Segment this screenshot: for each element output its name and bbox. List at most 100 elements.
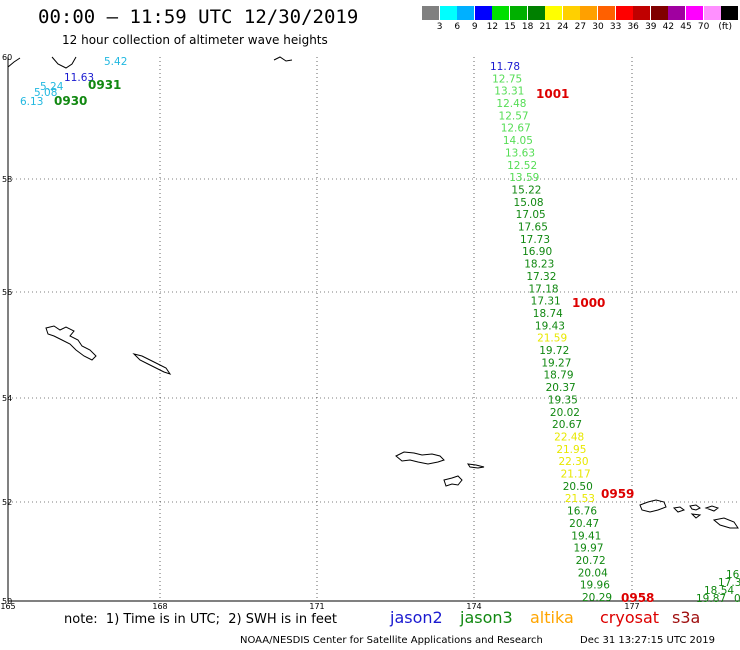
legend-swatch <box>545 6 563 20</box>
legend-label: 18 <box>521 22 534 32</box>
pass-time-label: 0931 <box>88 78 121 92</box>
map-frame <box>7 57 740 602</box>
coastline-top-center <box>273 56 293 62</box>
wave-height-value: 11.63 <box>64 72 94 84</box>
wave-height-value: 20.29 <box>582 592 612 604</box>
legend-label: 6 <box>454 22 461 32</box>
wave-height-value: 22.30 <box>558 456 588 468</box>
pass-time-label: 0958 <box>621 591 654 605</box>
island-east-3 <box>689 504 701 511</box>
legend-label: 36 <box>627 22 639 32</box>
wave-height-value: 0 <box>734 593 740 605</box>
wave-height-value: 19.97 <box>573 543 603 555</box>
satellite-name: s3a <box>672 608 701 627</box>
wave-height-value: 16 <box>726 569 740 581</box>
legend-label: 30 <box>592 22 604 32</box>
legend-label: 33 <box>609 22 622 32</box>
latitude-label: 54 <box>2 394 12 403</box>
wave-height-labels: 11.7812.7513.3112.4812.5712.6714.0513.63… <box>20 56 740 605</box>
legend-swatch <box>580 6 598 20</box>
wave-height-value: 21.59 <box>537 333 567 345</box>
wave-height-value: 20.02 <box>550 407 580 419</box>
legend-label: 45 <box>680 22 692 32</box>
legend-swatch <box>422 6 439 20</box>
wave-height-value: 19.72 <box>539 345 569 357</box>
island-east-4 <box>704 505 720 512</box>
island-adak <box>395 451 445 465</box>
legend-swatch <box>562 6 580 20</box>
legend-swatch <box>650 6 668 20</box>
wave-height-value: 17.32 <box>526 271 556 283</box>
timestamp-text: Dec 31 13:27:15 UTC 2019 <box>580 635 715 646</box>
map-subtitle: 12 hour collection of altimeter wave hei… <box>62 33 328 47</box>
credit-text: NOAA/NESDIS Center for Satellite Applica… <box>240 635 543 646</box>
wave-height-value: 21.95 <box>556 444 586 456</box>
legend-label: 70 <box>697 22 710 32</box>
legend-label: 42 <box>662 22 675 32</box>
island-atka <box>443 475 463 487</box>
wave-height-value: 13.63 <box>505 147 535 159</box>
wave-height-value: 5.24 <box>40 81 64 93</box>
longitude-label: 177 <box>624 602 639 611</box>
wave-height-value: 15.08 <box>514 197 544 209</box>
wave-height-value: 6.13 <box>20 96 43 108</box>
wave-height-value: 17.31 <box>531 296 561 308</box>
wave-height-value: 20.47 <box>569 518 599 530</box>
wave-height-value: 12.52 <box>507 160 537 172</box>
legend-swatch <box>721 6 739 20</box>
wave-height-value: 17.05 <box>516 209 546 221</box>
legend-swatch <box>668 6 686 20</box>
latitude-label: 60 <box>2 53 12 62</box>
legend-swatch <box>457 6 475 20</box>
wave-height-value: 18.23 <box>524 259 554 271</box>
wave-height-value: 17.73 <box>520 234 550 246</box>
legend-swatch <box>527 6 545 20</box>
wave-height-value: 5.42 <box>104 56 127 68</box>
legend-label: 12 <box>486 22 499 32</box>
legend-label: 21 <box>539 22 551 32</box>
wave-height-value: 18.54 <box>704 585 734 597</box>
wave-height-value: 20.67 <box>552 419 582 431</box>
wave-height-value: 20.37 <box>546 382 576 394</box>
legend-swatch <box>703 6 721 20</box>
latitude-label: 52 <box>2 498 12 507</box>
wave-height-value: 19.27 <box>541 357 571 369</box>
island-small-1 <box>466 463 485 469</box>
latitude-label: 50 <box>2 597 12 606</box>
legend-label: 27 <box>574 22 587 32</box>
legend-swatch <box>615 6 633 20</box>
wave-height-value: 11.78 <box>490 61 520 73</box>
pass-time-label: 0930 <box>54 94 87 108</box>
legend-swatch <box>510 6 527 20</box>
wave-height-value: 14.05 <box>503 135 533 147</box>
wave-height-value: 19.87 <box>696 593 726 605</box>
pass-time-label: 1001 <box>536 87 569 101</box>
legend-swatch <box>598 6 615 20</box>
wave-height-value: 18.74 <box>533 308 563 320</box>
island-kiska <box>132 353 172 375</box>
longitude-label: 174 <box>466 602 481 611</box>
latitude-label: 56 <box>2 288 12 297</box>
legend-label: 15 <box>504 22 516 32</box>
wave-height-value: 13.59 <box>509 172 539 184</box>
wave-height-value: 12.67 <box>501 123 531 135</box>
wave-height-value: 22.48 <box>554 431 584 443</box>
wave-height-value: 20.50 <box>563 481 593 493</box>
legend-swatch <box>686 6 703 20</box>
satellite-name: altika <box>530 608 574 627</box>
wave-height-value: 20.04 <box>578 567 608 579</box>
grid-lines <box>8 57 740 601</box>
longitude-label: 168 <box>152 602 167 611</box>
longitude-label: 171 <box>309 602 324 611</box>
legend-swatch <box>633 6 651 20</box>
legend-swatch <box>474 6 492 20</box>
wave-height-value: 21.17 <box>561 469 591 481</box>
legend-label: 39 <box>645 22 657 32</box>
wave-height-value: 17.18 <box>529 283 559 295</box>
wave-height-value: 18.79 <box>543 370 573 382</box>
island-east-1 <box>639 499 667 513</box>
footer-note: note: 1) Time is in UTC; 2) SWH is in fe… <box>64 612 337 627</box>
wave-height-value: 12.75 <box>492 73 522 85</box>
wave-height-value: 12.48 <box>496 98 526 110</box>
